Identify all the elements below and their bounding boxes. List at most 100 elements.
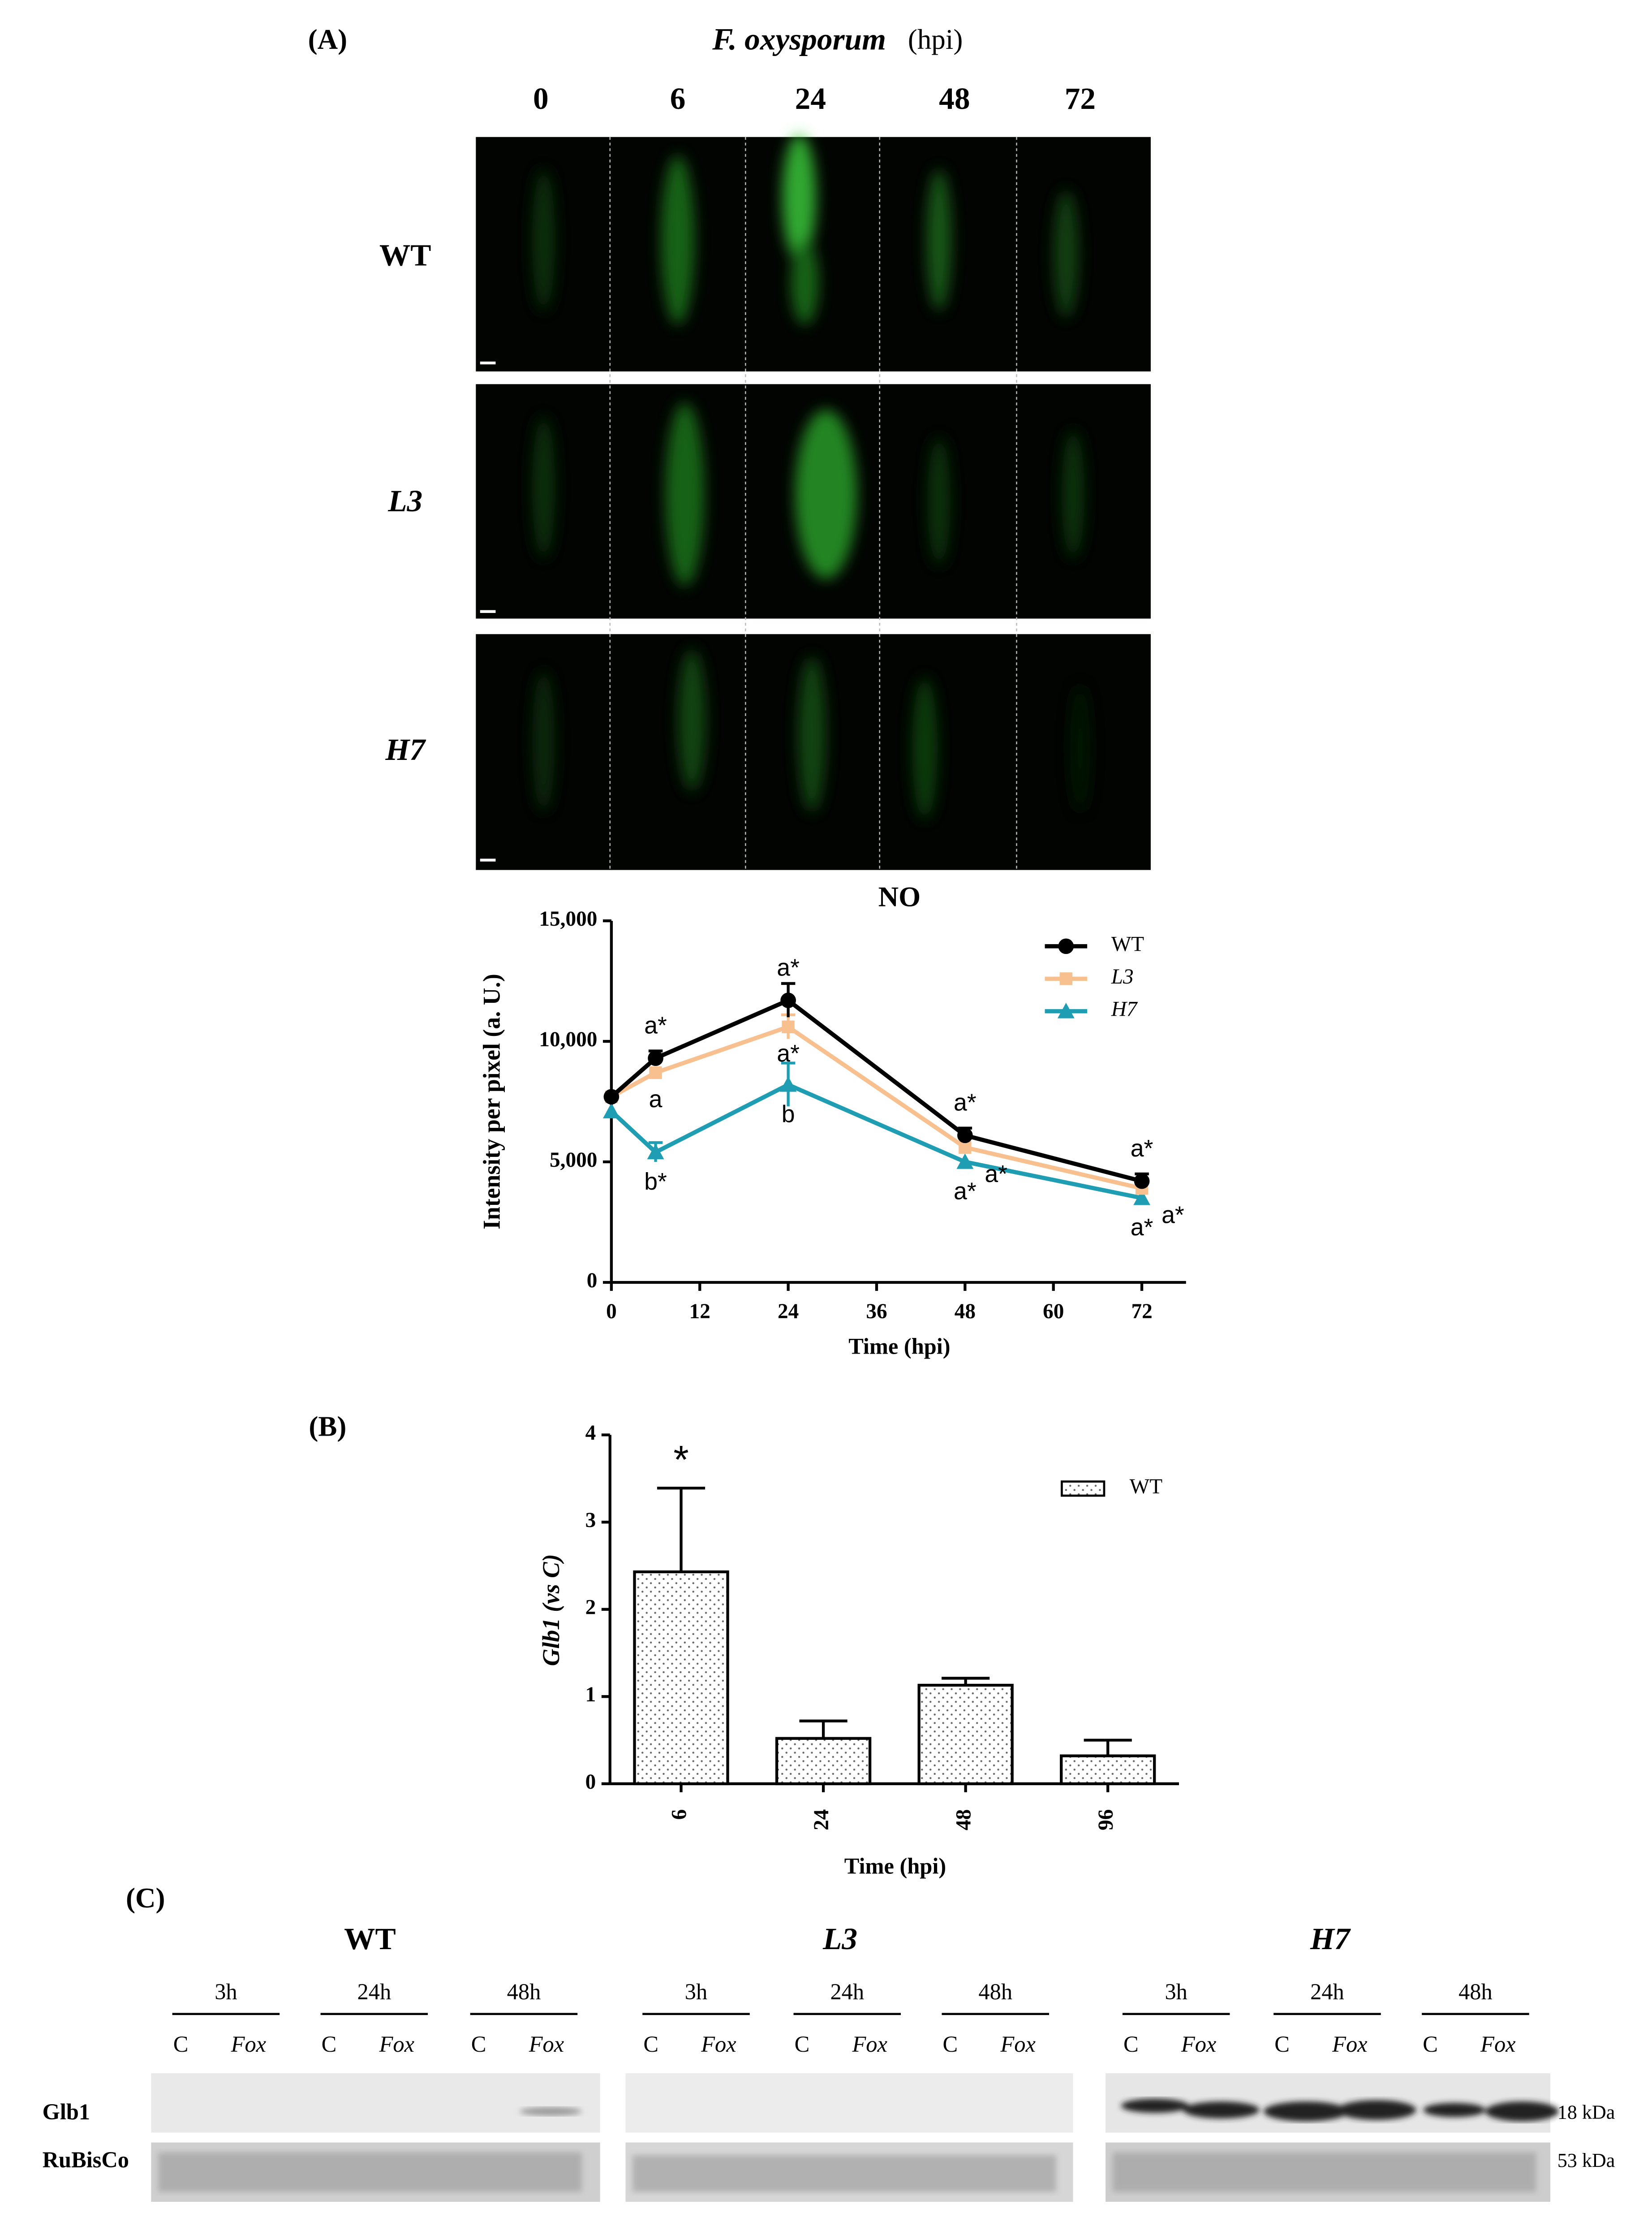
condition: C: [322, 2032, 337, 2057]
group-label: L3: [822, 1921, 857, 1956]
point: [782, 1020, 795, 1033]
x-tick-label: 36: [866, 1300, 887, 1323]
unit: (hpi): [908, 24, 963, 55]
condition: C: [173, 2032, 189, 2057]
point-label: a*: [954, 1178, 977, 1205]
condition: Fox: [1480, 2032, 1516, 2057]
condition: Fox: [852, 2032, 888, 2057]
x-tick-label: 72: [1131, 1300, 1152, 1323]
point: [779, 1076, 797, 1092]
panel-label: (C): [126, 1882, 165, 1914]
legend-label: H7: [1111, 998, 1138, 1021]
bar: [1060, 1754, 1156, 1786]
point: [1058, 938, 1074, 954]
microscopy: [476, 134, 1151, 870]
condition: C: [943, 2032, 958, 2057]
series-line: [610, 1024, 1143, 1191]
x-tick-label: 96: [1094, 1809, 1118, 1830]
time-label: 48h: [1458, 1979, 1493, 2004]
point: [1057, 1002, 1075, 1018]
row-label: L3: [387, 483, 422, 518]
y-tick-label: 10,000: [539, 1028, 597, 1051]
point-label: a*: [985, 1161, 1007, 1187]
error-bar: [799, 1719, 848, 1739]
point: [602, 1103, 620, 1118]
point: [780, 992, 796, 1008]
y-tick-label: 2: [585, 1596, 596, 1619]
point: [957, 1127, 973, 1143]
condition: C: [1423, 2032, 1438, 2057]
condition: Fox: [1181, 2032, 1217, 2057]
blot: [151, 2073, 1559, 2202]
series-line: [610, 1082, 1143, 1200]
condition: C: [1274, 2032, 1290, 2057]
x-tick-label: 24: [778, 1300, 799, 1323]
point-label: a*: [644, 1012, 667, 1039]
legend-label: WT: [1130, 1475, 1163, 1498]
time-label: 3h: [685, 1979, 707, 2004]
time-label: 3h: [215, 1979, 237, 2004]
bar: [633, 1570, 729, 1786]
panel-label: (B): [309, 1411, 346, 1442]
error-bar: [657, 1486, 706, 1572]
series-line: [610, 998, 1143, 1183]
chart-title: NO: [878, 881, 921, 912]
y-tick-label: 15,000: [539, 907, 597, 931]
size-label: 53 kDa: [1557, 2149, 1615, 2171]
point-label: a*: [777, 954, 800, 981]
y-tick-label: 0: [585, 1770, 596, 1794]
point: [1134, 1173, 1150, 1189]
panel-label: (A): [308, 24, 347, 55]
point: [603, 1089, 620, 1105]
x-label: Time (hpi): [844, 1854, 946, 1879]
group-label: WT: [344, 1921, 396, 1956]
y-tick-label: 0: [587, 1269, 598, 1292]
point-label: a: [649, 1086, 663, 1113]
point-label: b*: [644, 1168, 667, 1195]
point: [959, 1141, 972, 1154]
time-label: 48h: [978, 1979, 1012, 2004]
y-tick-label: 3: [585, 1509, 596, 1532]
condition: Fox: [1332, 2032, 1368, 2057]
row-label: H7: [385, 732, 426, 767]
time-label: 24h: [1310, 1979, 1344, 2004]
condition: Fox: [1000, 2032, 1036, 2057]
point-label: a*: [777, 1040, 800, 1067]
y-tick-label: 4: [585, 1421, 596, 1445]
time-label: 24: [795, 81, 826, 116]
point-label: a*: [1131, 1214, 1153, 1241]
point: [1133, 1189, 1150, 1205]
significance: *: [673, 1437, 688, 1482]
condition: Fox: [231, 2032, 267, 2057]
y-tick-label: 5,000: [550, 1148, 597, 1172]
point: [647, 1143, 664, 1160]
time-label: 48: [939, 81, 970, 116]
point-label: a*: [1162, 1201, 1184, 1228]
x-tick-label: 48: [955, 1300, 976, 1323]
error-bar: [1084, 1739, 1132, 1756]
organism: F. oxysporum: [712, 22, 886, 56]
point: [956, 1153, 974, 1169]
legend-swatch: [1061, 1480, 1106, 1497]
condition: Fox: [529, 2032, 564, 2057]
x-tick-label: 60: [1043, 1300, 1064, 1323]
row-label: WT: [379, 238, 431, 272]
bar: [775, 1737, 872, 1786]
time-label: 6: [670, 81, 686, 116]
y-label: Glb1 (vs C): [538, 1554, 564, 1666]
condition: Fox: [379, 2032, 415, 2057]
size-label: 18 kDa: [1557, 2101, 1615, 2123]
point: [648, 1050, 663, 1066]
condition: C: [1123, 2032, 1139, 2057]
x-tick-label: 0: [606, 1300, 617, 1323]
group-label: H7: [1310, 1921, 1351, 1956]
condition: C: [471, 2032, 486, 2057]
x-tick-label: 48: [952, 1809, 975, 1830]
row-label: RuBisCo: [43, 2147, 129, 2172]
time-label: 72: [1065, 81, 1096, 116]
condition: C: [795, 2032, 810, 2057]
condition: C: [643, 2032, 658, 2057]
point-label: b: [782, 1100, 795, 1127]
